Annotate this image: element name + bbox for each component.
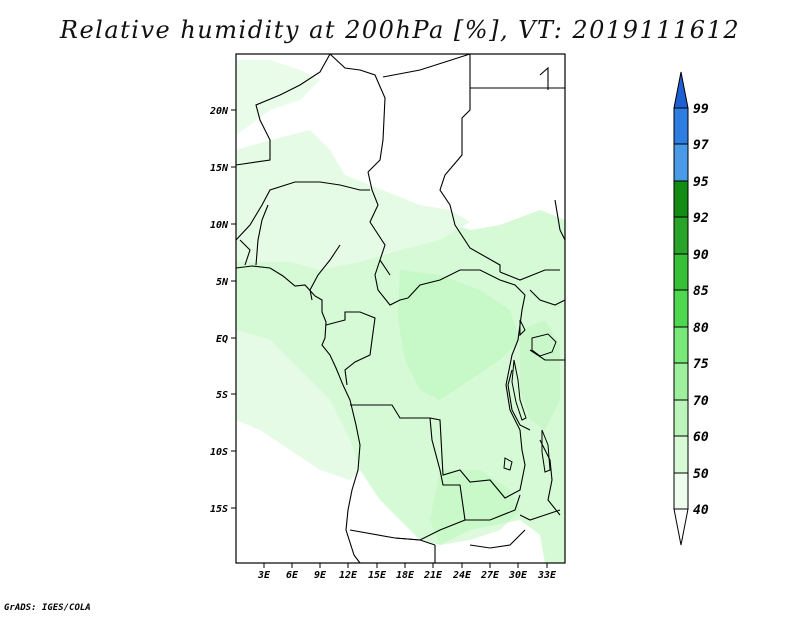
lon-label: 9E bbox=[314, 570, 327, 581]
humidity-sw-patch bbox=[236, 330, 360, 480]
lat-label: 5S bbox=[216, 390, 228, 401]
lake-victoria bbox=[531, 333, 557, 357]
coast-red-sea bbox=[539, 66, 549, 90]
longitude-labels: 3E 6E 9E 12E 15E 18E 21E 24E 27E 30E 33E bbox=[257, 570, 557, 581]
lat-label: 20N bbox=[209, 106, 229, 117]
lake-tanganyika bbox=[511, 359, 527, 421]
border-car-drc bbox=[407, 269, 526, 299]
colorbar-segment bbox=[673, 143, 689, 182]
colorbar-label: 85 bbox=[693, 284, 709, 299]
colorbar-label: 97 bbox=[693, 138, 709, 153]
colorbar-label: 50 bbox=[693, 467, 709, 482]
colorbar-segment bbox=[673, 326, 689, 364]
border-mali-niger bbox=[235, 181, 370, 241]
lat-label: 5N bbox=[216, 277, 229, 288]
border-angola bbox=[350, 404, 466, 541]
border-zambia bbox=[465, 494, 521, 521]
border-burkina bbox=[239, 239, 251, 266]
colorbar-segment bbox=[673, 289, 689, 328]
border-south bbox=[519, 509, 561, 521]
border-west-africa bbox=[235, 53, 331, 166]
border-namibia bbox=[349, 529, 436, 546]
colorbar-segment bbox=[673, 399, 689, 437]
lat-label: 10S bbox=[210, 447, 228, 458]
humidity-sahel-band bbox=[236, 130, 470, 270]
colorbar-segment bbox=[673, 216, 689, 255]
lake-albert bbox=[519, 319, 526, 337]
lake-malawi bbox=[541, 429, 551, 473]
colorbar-segment bbox=[673, 362, 689, 401]
border-nigeria-cameroon bbox=[309, 244, 341, 301]
lon-label: 21E bbox=[423, 570, 443, 581]
colorbar-bottom-triangle bbox=[673, 508, 689, 546]
axis-ticks bbox=[231, 109, 548, 568]
border-kenya-tanzania bbox=[529, 349, 565, 361]
lon-label: 24E bbox=[452, 570, 472, 581]
border-niger-north bbox=[329, 53, 386, 173]
lon-label: 33E bbox=[537, 570, 557, 581]
chart-title: Relative humidity at 200hPa [%], VT: 201… bbox=[59, 16, 741, 44]
colorbar-label: 70 bbox=[693, 394, 709, 409]
lon-label: 15E bbox=[368, 570, 387, 581]
border-benin-togo bbox=[255, 204, 269, 266]
border-south-sudan bbox=[499, 269, 560, 281]
colorbar-label: 40 bbox=[693, 503, 709, 518]
lake-mweru bbox=[503, 457, 513, 471]
colorbar-label: 90 bbox=[693, 248, 709, 263]
colorbar-label: 92 bbox=[693, 211, 709, 226]
humidity-south-patch bbox=[398, 270, 520, 400]
colorbar-label: 99 bbox=[693, 102, 709, 117]
border-drc-east bbox=[429, 294, 526, 499]
lon-label: 18E bbox=[396, 570, 415, 581]
colorbar: 99 97 95 92 90 85 80 75 70 60 50 40 bbox=[673, 71, 709, 546]
colorbar-label: 80 bbox=[693, 321, 709, 336]
lon-label: 30E bbox=[508, 570, 528, 581]
colorbar-segment bbox=[673, 107, 689, 145]
border-cameroon-car bbox=[374, 259, 409, 306]
colorbar-segment bbox=[673, 253, 689, 291]
humidity-shading bbox=[236, 60, 565, 563]
lakes bbox=[503, 319, 557, 473]
colorbar-label: 75 bbox=[693, 357, 709, 372]
colorbar-segment bbox=[673, 180, 689, 218]
humidity-lake-region bbox=[520, 320, 560, 430]
colorbar-segment bbox=[673, 435, 689, 474]
colorbar-label: 95 bbox=[693, 175, 709, 190]
colorbar-top-triangle bbox=[673, 71, 689, 109]
lat-label: 15S bbox=[210, 504, 228, 515]
lon-label: 12E bbox=[339, 570, 358, 581]
border-zimbabwe bbox=[469, 529, 526, 549]
lat-label: EQ bbox=[216, 334, 228, 345]
border-lake-tanganyika bbox=[507, 369, 531, 431]
border-mozambique bbox=[539, 439, 561, 516]
grads-credit: GrADS: IGES/COLA bbox=[4, 603, 91, 613]
colorbar-label: 60 bbox=[693, 430, 709, 445]
border-east bbox=[529, 289, 566, 306]
humidity-north-west bbox=[236, 60, 320, 135]
country-borders bbox=[235, 53, 566, 564]
border-libya-chad bbox=[382, 53, 471, 78]
border-ethiopia bbox=[554, 199, 566, 241]
lon-label: 27E bbox=[480, 570, 500, 581]
border-congo-gabon bbox=[325, 311, 376, 386]
lon-label: 3E bbox=[257, 570, 271, 581]
lat-label: 15N bbox=[210, 163, 229, 174]
lon-label: 6E bbox=[286, 570, 299, 581]
lat-label: 10N bbox=[210, 220, 229, 231]
colorbar-segment bbox=[673, 472, 689, 510]
map-frame bbox=[235, 53, 566, 564]
map-panel: 20N 15N 10N 5N EQ 5S 10S 15S 3E 6E 9E 12… bbox=[209, 53, 566, 581]
coastline-west bbox=[235, 265, 361, 564]
latitude-labels: 20N 15N 10N 5N EQ 5S 10S 15S bbox=[209, 106, 229, 515]
border-sudan bbox=[439, 54, 501, 272]
